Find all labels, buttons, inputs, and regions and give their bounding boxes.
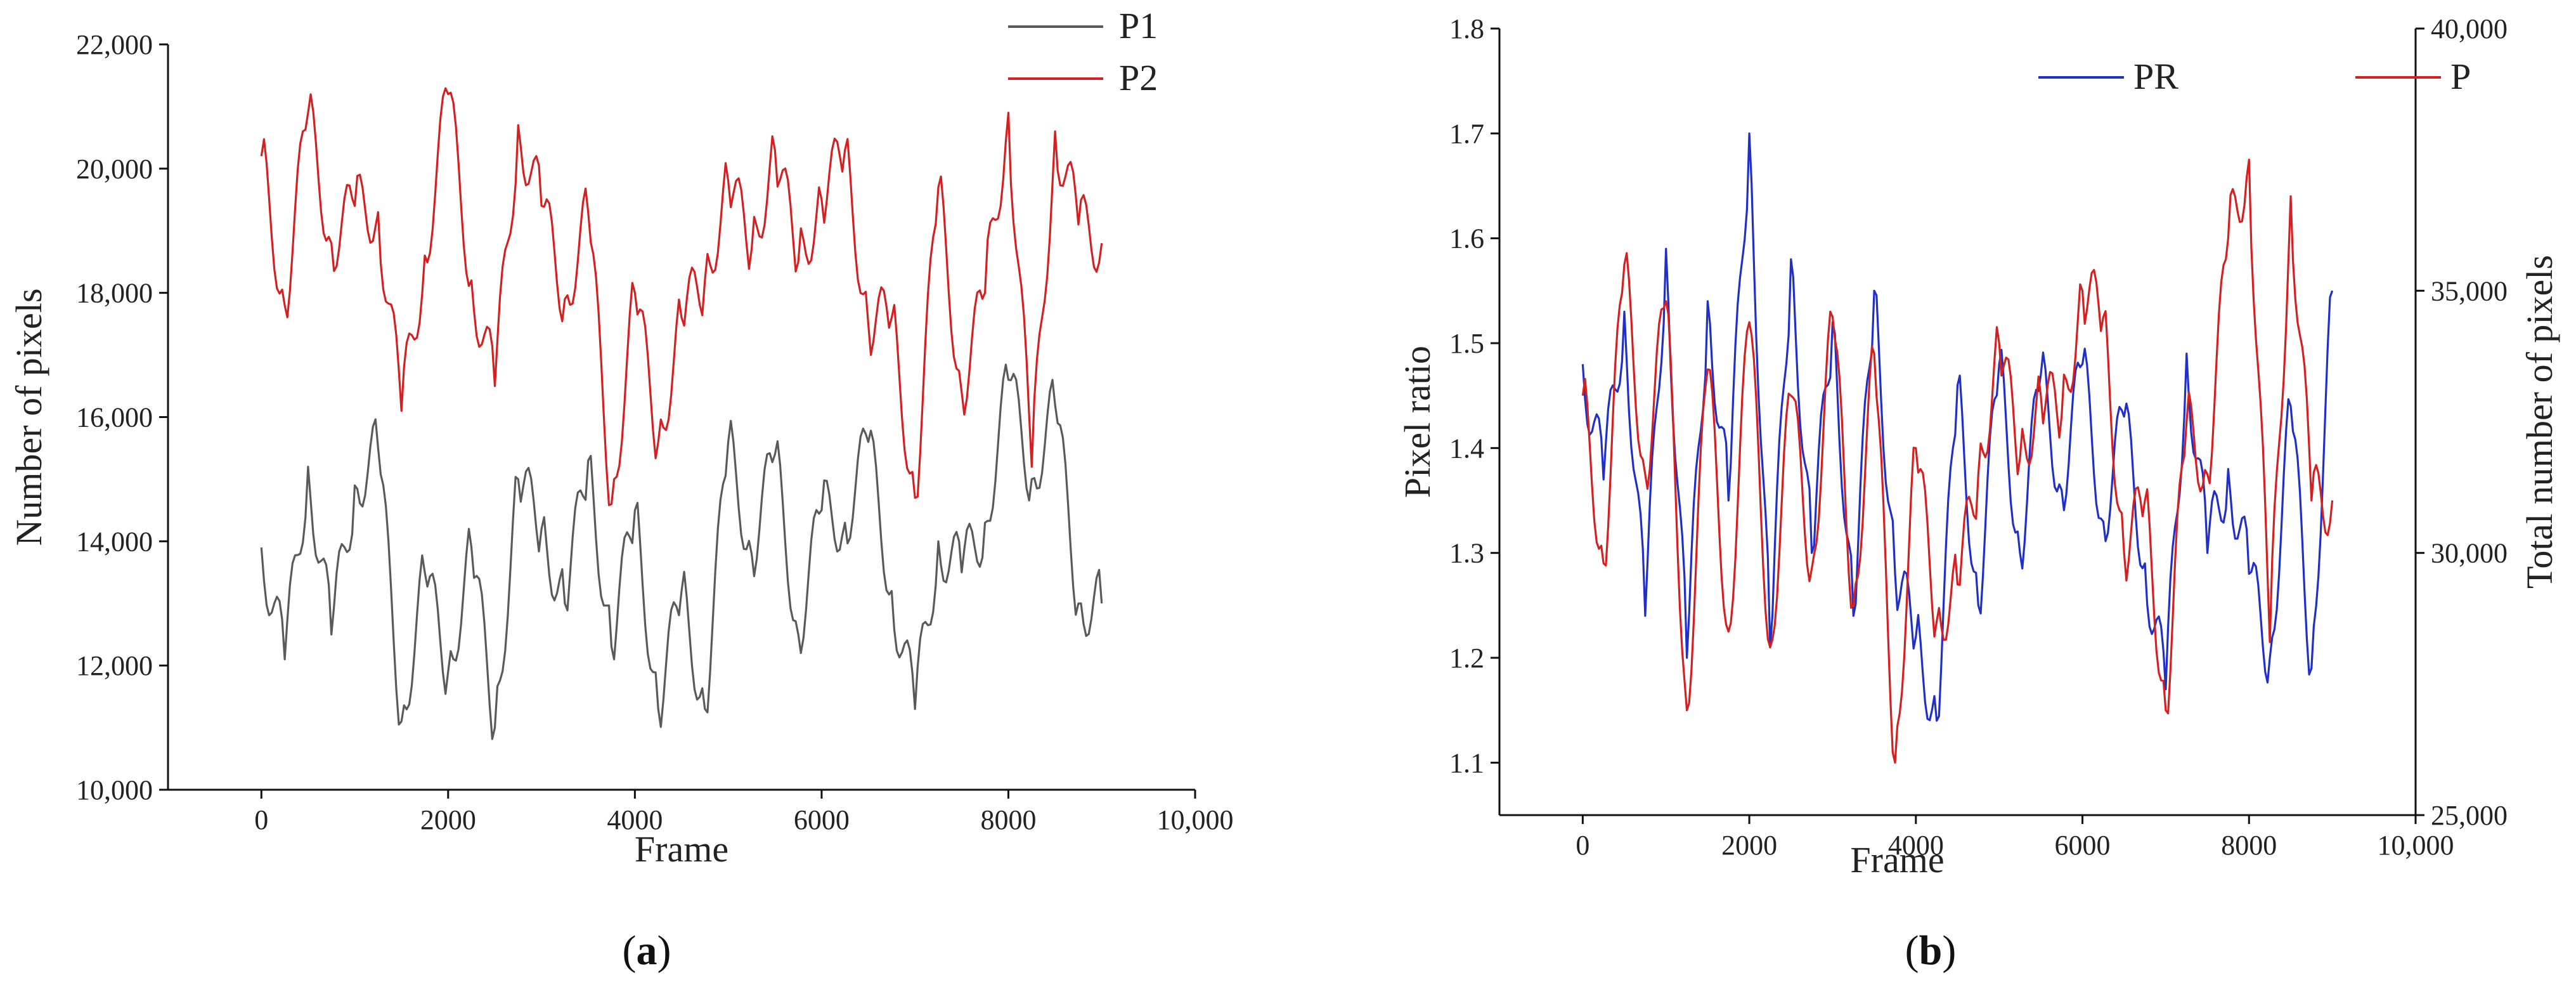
y-tick-label: 1.5 bbox=[1449, 328, 1484, 359]
panel-label: (a) bbox=[623, 927, 671, 974]
legend-label-pr: PR bbox=[2133, 56, 2178, 97]
legend-label-p2: P2 bbox=[1119, 57, 1158, 98]
y-axis-label: Pixel ratio bbox=[1397, 346, 1438, 498]
legend-label-p: P bbox=[2450, 56, 2471, 97]
y2-tick-label: 30,000 bbox=[2431, 538, 2508, 569]
y-tick-label: 18,000 bbox=[76, 278, 153, 309]
x-tick-label: 2000 bbox=[1721, 830, 1777, 861]
series-line-p bbox=[1581, 159, 2334, 764]
y-tick-label: 12,000 bbox=[76, 650, 153, 681]
x-axis-label: Frame bbox=[635, 828, 728, 870]
x-tick-label: 8000 bbox=[2221, 830, 2277, 861]
y-axis-label: Number of pixels bbox=[8, 289, 49, 546]
y2-tick-label: 35,000 bbox=[2431, 275, 2508, 306]
y-tick-label: 1.7 bbox=[1449, 118, 1484, 149]
y-tick-label: 22,000 bbox=[76, 29, 153, 60]
y-tick-label: 20,000 bbox=[76, 154, 153, 185]
x-tick-label: 2000 bbox=[420, 804, 476, 835]
x-tick-label: 4000 bbox=[1888, 830, 1944, 861]
y-tick-label: 1.1 bbox=[1449, 747, 1484, 778]
series-line-pr bbox=[1581, 132, 2334, 722]
x-tick-label: 4000 bbox=[607, 804, 663, 835]
panel-label-open: ( bbox=[1905, 927, 1919, 974]
panel-label-letter: b bbox=[1919, 927, 1943, 974]
panel-label-open: ( bbox=[623, 927, 637, 974]
x-tick-label: 0 bbox=[1576, 830, 1589, 861]
x-tick-label: 10,000 bbox=[1157, 804, 1234, 835]
y-tick-label: 1.6 bbox=[1449, 223, 1484, 254]
x-tick-label: 10,000 bbox=[2378, 830, 2454, 861]
legend-label-p1: P1 bbox=[1119, 5, 1158, 46]
y-tick-label: 14,000 bbox=[76, 526, 153, 557]
panel-label-letter: a bbox=[637, 927, 657, 974]
x-tick-label: 6000 bbox=[794, 804, 850, 835]
y-tick-label: 1.8 bbox=[1449, 13, 1484, 44]
y-tick-label: 16,000 bbox=[76, 402, 153, 433]
series-line-p1 bbox=[260, 363, 1103, 740]
x-tick-label: 8000 bbox=[980, 804, 1036, 835]
series-line-p2 bbox=[260, 87, 1103, 506]
x-tick-label: 0 bbox=[254, 804, 268, 835]
y2-axis-label: Total number of pixels bbox=[2519, 255, 2560, 589]
y-tick-label: 1.2 bbox=[1449, 643, 1484, 674]
y-tick-label: 1.3 bbox=[1449, 538, 1484, 569]
y2-tick-label: 40,000 bbox=[2431, 13, 2508, 44]
y2-tick-label: 25,000 bbox=[2431, 800, 2508, 831]
x-tick-label: 6000 bbox=[2055, 830, 2111, 861]
y-tick-label: 1.4 bbox=[1449, 433, 1484, 464]
x-axis-label: Frame bbox=[1850, 839, 1944, 880]
panel-label-close: ) bbox=[657, 927, 671, 974]
panel-label-close: ) bbox=[1942, 927, 1956, 974]
panel-label: (b) bbox=[1905, 927, 1957, 974]
y-tick-label: 10,000 bbox=[76, 775, 153, 806]
